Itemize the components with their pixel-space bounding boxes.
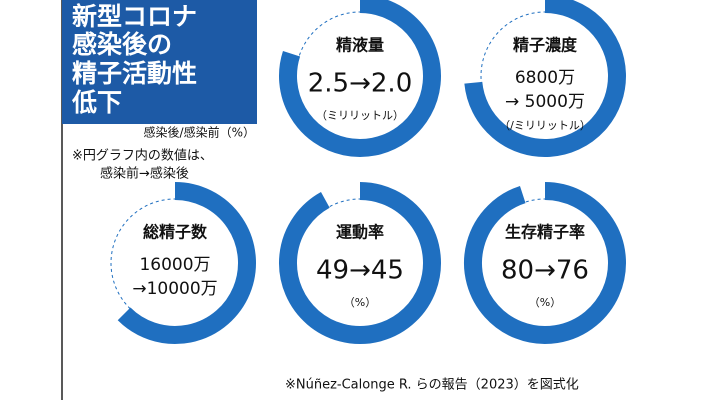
donut-label: 49→45	[316, 256, 404, 286]
title-line: 低下	[71, 88, 122, 117]
donut-title: 運動率	[336, 223, 384, 242]
ring-arc	[279, 0, 441, 157]
title-line: 感染後の	[72, 30, 172, 59]
subtitle: 感染後/感染前（%）	[144, 125, 255, 140]
donut-unit: （%）	[344, 296, 376, 309]
donut-unit: （ミリリットル）	[316, 109, 404, 122]
donut-label: →10000万	[132, 279, 217, 299]
donut-title: 精子濃度	[513, 36, 578, 55]
donut-label: 2.5→2.0	[308, 69, 412, 99]
ring-arc	[464, 0, 626, 157]
donut-label: 6800万	[515, 68, 575, 88]
title-line: 精子活動性	[72, 59, 197, 88]
donut-title: 生存精子率	[505, 223, 585, 242]
note: ※円グラフ内の数値は、	[72, 148, 213, 164]
donut-label: 16000万	[139, 255, 210, 275]
ring-arc	[117, 182, 256, 344]
donut-title: 総精子数	[143, 223, 208, 242]
ring-arc	[279, 182, 441, 344]
donut-label: → 5000万	[505, 92, 585, 112]
title-box	[62, 0, 257, 124]
donut-label: 80→76	[501, 256, 589, 286]
donut-unit: （%）	[529, 296, 561, 309]
title-line: 新型コロナ	[72, 2, 197, 31]
source: ※Núñez-Calonge R. らの報告（2023）を図式化	[285, 378, 579, 393]
note: 感染前→感染後	[100, 166, 189, 182]
donut-title: 精液量	[336, 36, 384, 55]
ring-arc	[464, 182, 626, 344]
donut-unit: （/ミリリットル）	[499, 119, 591, 132]
